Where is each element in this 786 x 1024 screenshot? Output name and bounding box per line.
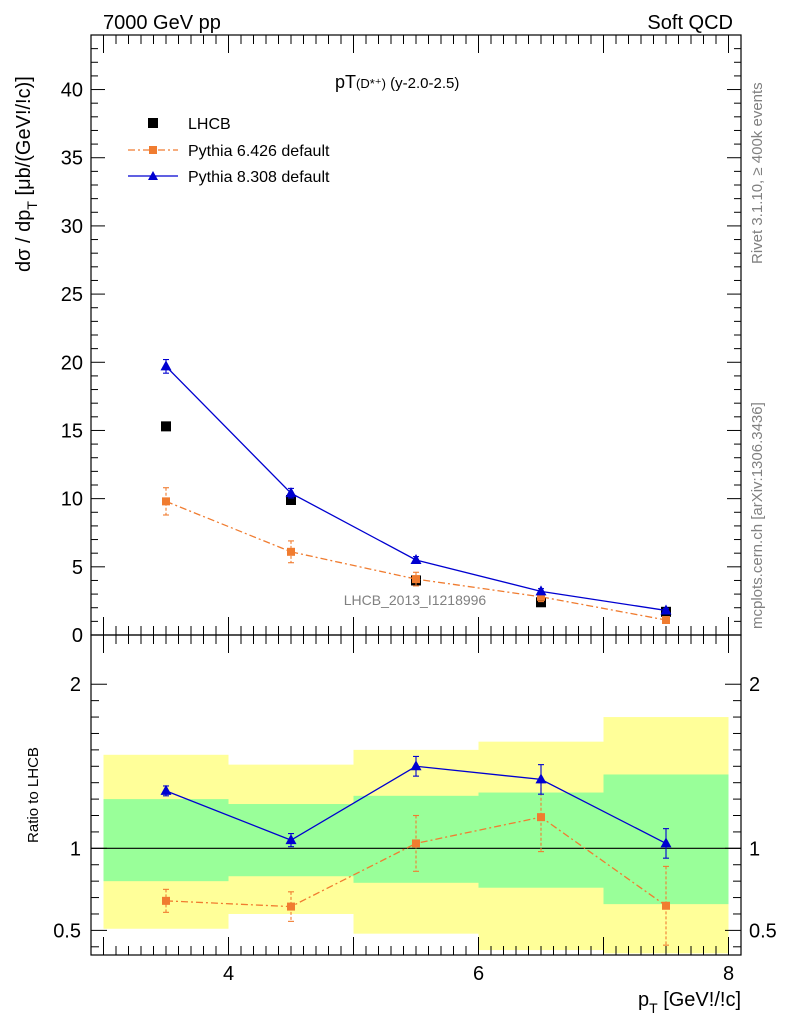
ratio-y-tick-label-right: 1	[749, 838, 760, 860]
main-plot-title: pT(D*⁺) (y-2.0-2.5)	[335, 72, 459, 92]
pythia8-point	[160, 360, 172, 371]
ratio-y-axis: 0.5 0.5 1 1 2 2	[53, 674, 777, 948]
ratio-x-label: pT [GeV!/!c]	[638, 989, 741, 1016]
ylabel-main: dσ / dp	[13, 210, 35, 272]
pythia8-point	[535, 585, 547, 596]
legend-marker-lhcb	[148, 118, 158, 128]
ratio-x-axis: 4 6 8	[103, 635, 734, 985]
main-y-tick-label: 0	[72, 625, 83, 647]
ratio-x-tick-label: 6	[473, 963, 484, 985]
ratio-y-label: Ratio to LHCB	[25, 747, 42, 843]
ratio-pythia8-point	[160, 784, 172, 795]
pythia6-point	[412, 575, 420, 584]
lhcb-point	[161, 421, 171, 432]
ratio-x-tick-label: 8	[723, 963, 734, 985]
legend-marker-pythia6	[149, 146, 157, 154]
lhcb-point	[286, 495, 296, 505]
pythia8-point	[285, 487, 297, 498]
main-y-tick-label: 15	[61, 420, 83, 442]
pythia8-point	[410, 554, 422, 564]
analysis-watermark: LHCB_2013_I1218996	[344, 592, 487, 608]
ratio-pythia6-point	[412, 839, 420, 848]
main-y-tick-label: 5	[72, 557, 83, 579]
uncertainty-band-inner	[103, 799, 229, 882]
xlabel-sub: T	[649, 1000, 658, 1016]
main-y-tick-label: 40	[61, 80, 83, 102]
pythia6-point	[537, 592, 545, 601]
ratio-y-tick-label: 0.5	[53, 920, 81, 942]
title-sub: (D*⁺)	[356, 76, 386, 91]
pythia6-point	[662, 616, 670, 624]
legend-marker-pythia8	[148, 171, 158, 180]
rivet-label: Rivet 3.1.10, ≥ 400k events	[749, 82, 766, 264]
main-y-axis: 0 5 10 15 20 25 30 35 40	[61, 34, 741, 647]
ratio-x-tick-label: 4	[223, 963, 234, 985]
main-y-tick-label: 20	[61, 352, 83, 374]
main-y-label: dσ / dpT [μb/(GeV!/!c)]	[13, 76, 40, 272]
main-x-axis	[103, 35, 729, 635]
ratio-y-tick-label: 2	[70, 674, 81, 696]
ratio-plot-panel: 0.5 0.5 1 1 2 2 4 6 8 Ratio to LHCB pT [GeV!/!c…	[25, 634, 777, 1016]
header-left: 7000 GeV pp	[103, 12, 221, 34]
ratio-y-tick-label: 1	[70, 838, 81, 860]
ylabel-tail: [μb/(GeV!/!c)]	[13, 76, 35, 201]
main-y-tick-label: 35	[61, 148, 83, 170]
xlabel-main: p	[638, 989, 649, 1011]
ratio-pythia8-point	[535, 773, 547, 784]
pythia6-line	[165, 500, 667, 621]
ratio-pythia8-point	[660, 837, 672, 848]
pythia8-point	[660, 604, 672, 615]
lhcb-point	[536, 597, 546, 608]
title-rest: (y-2.0-2.5)	[386, 75, 459, 92]
ratio-y-tick-label-right: 2	[749, 674, 760, 696]
ratio-y-tick-label-right: 0.5	[749, 920, 777, 942]
legend-label-lhcb: LHCB	[188, 116, 231, 133]
main-plot-panel: 0 5 10 15 20 25 30 35 40 pT(D*⁺) (y-2.0-2.5) dσ …	[13, 34, 742, 647]
ratio-pythia6-point	[162, 896, 170, 905]
ratio-pythia8-point	[410, 760, 422, 771]
main-y-tick-label: 10	[61, 489, 83, 511]
main-y-tick-label: 25	[61, 284, 83, 306]
title-main: pT	[335, 72, 356, 92]
uncertainty-band-inner	[353, 795, 479, 883]
header-right: Soft QCD	[647, 12, 733, 34]
ratio-pythia6-point	[287, 902, 295, 911]
xlabel-tail: [GeV!/!c]	[658, 989, 741, 1011]
ratio-pythia6-point	[662, 901, 670, 910]
ratio-pythia6-point	[537, 813, 545, 822]
legend: LHCB Pythia 6.426 default Pythia 8.308 d…	[128, 116, 330, 186]
legend-label-pythia6: Pythia 6.426 default	[188, 143, 330, 160]
pythia6-point	[287, 547, 295, 556]
legend-label-pythia8: Pythia 8.308 default	[188, 169, 330, 186]
pythia6-point	[162, 497, 170, 506]
mcplots-label: mcplots.cern.ch [arXiv:1306.3436]	[749, 402, 766, 629]
ylabel-sub: T	[24, 201, 40, 210]
main-y-tick-label: 30	[61, 216, 83, 238]
ratio-pythia8-point	[285, 834, 297, 845]
